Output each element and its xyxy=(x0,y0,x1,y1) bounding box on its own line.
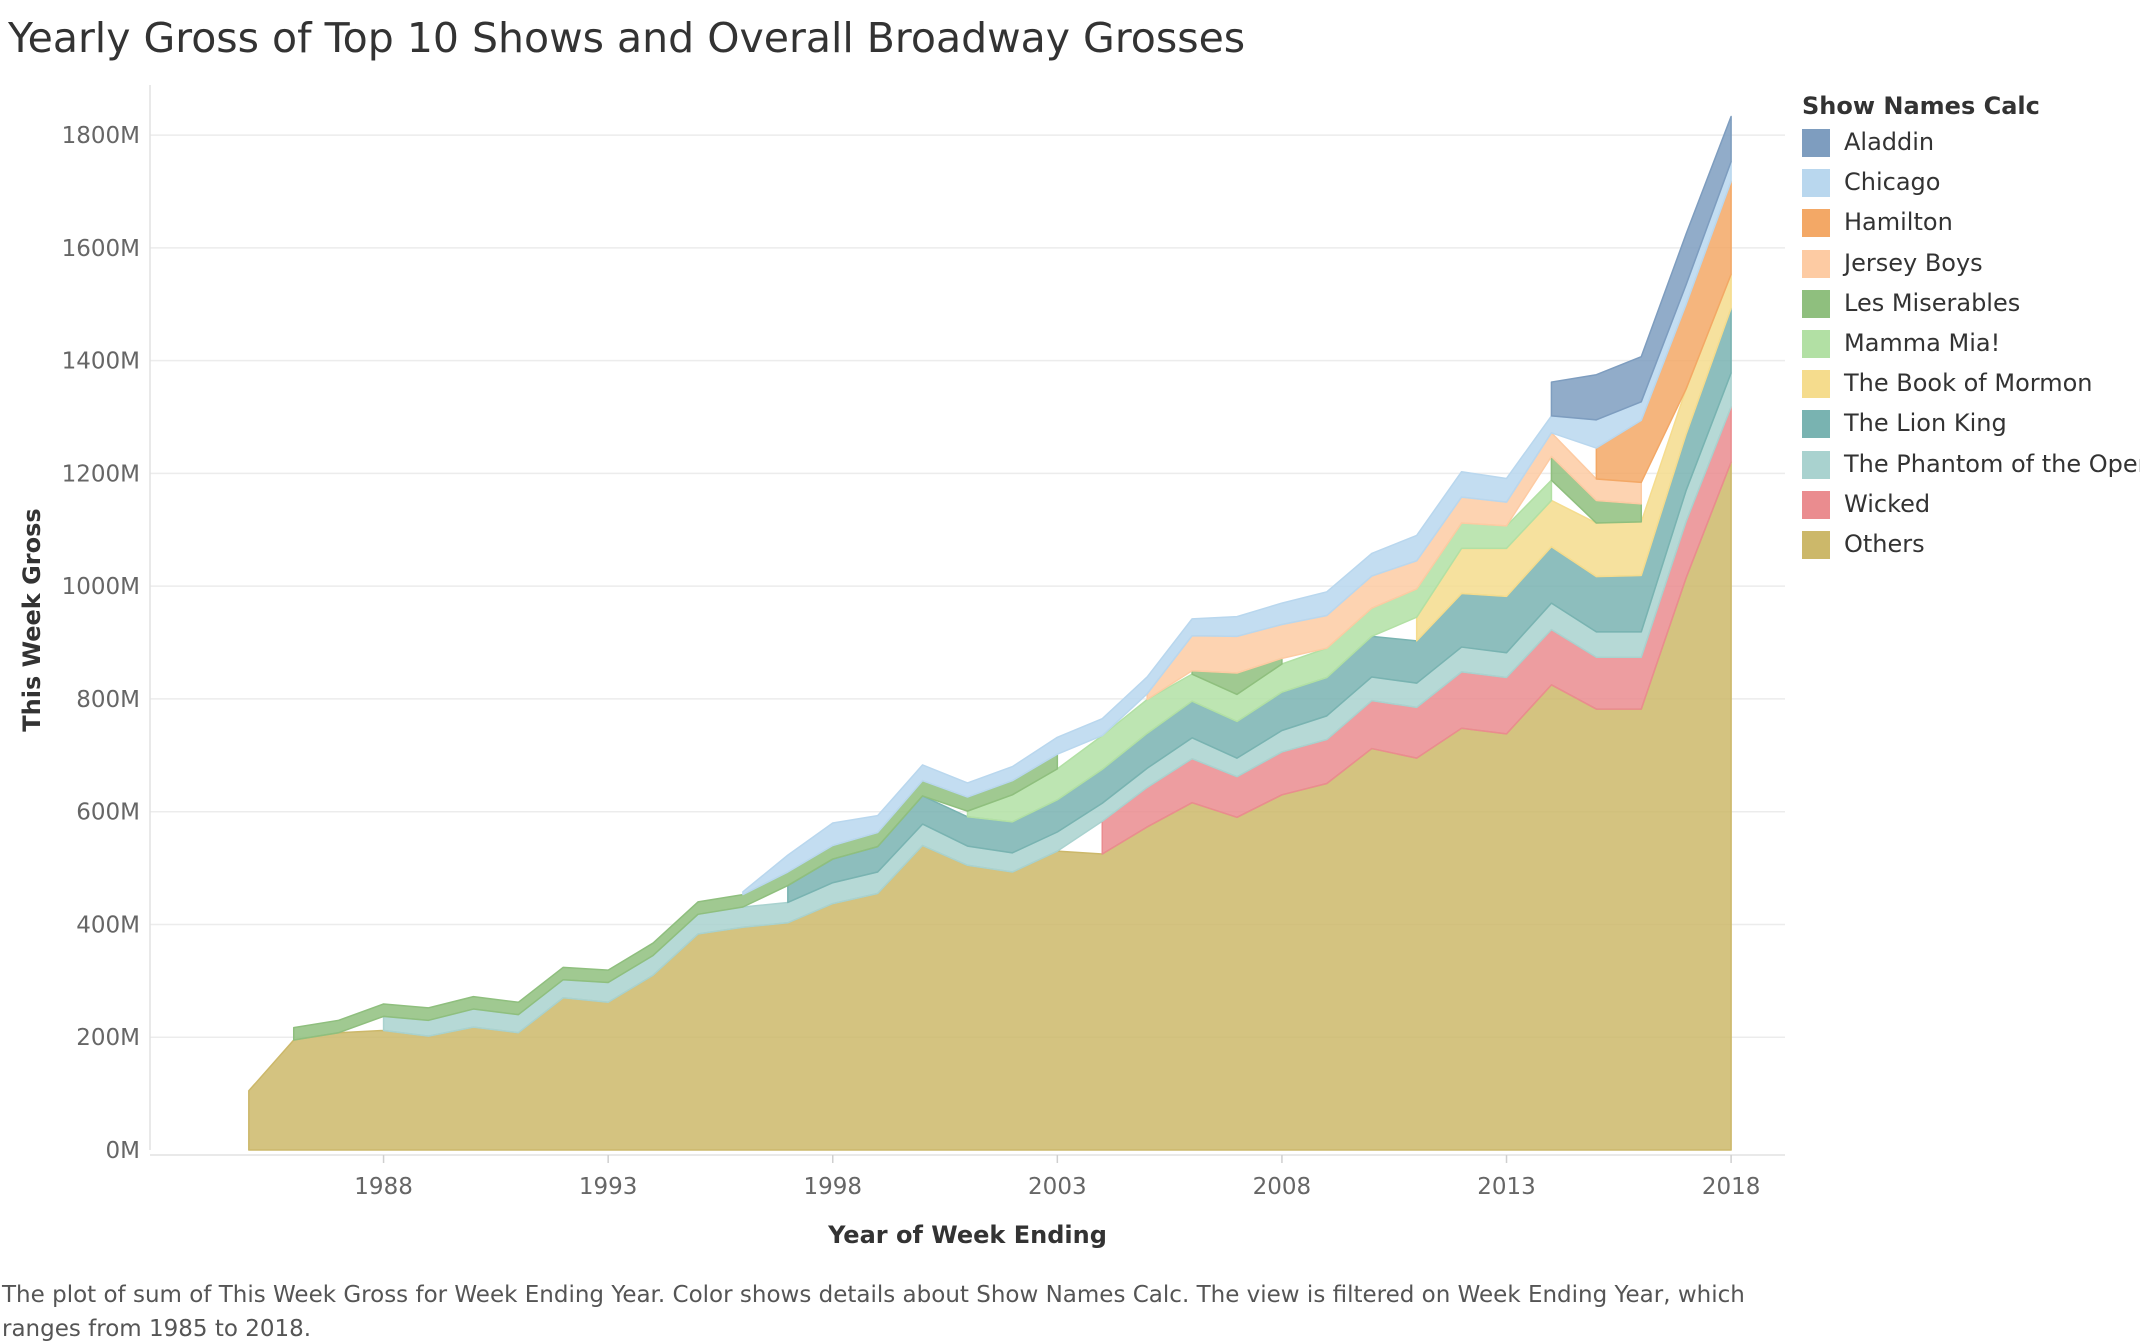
x-tick-label: 2018 xyxy=(1702,1174,1761,1200)
legend-swatch xyxy=(1802,129,1830,157)
legend-swatch xyxy=(1802,530,1830,559)
y-tick-label: 200M xyxy=(76,1025,140,1051)
area-chicago xyxy=(742,160,1732,896)
x-axis-title: Year of Week Ending xyxy=(827,1221,1107,1249)
legend-label: The Phantom of the Opera xyxy=(1844,449,2140,478)
legend-swatch xyxy=(1802,289,1830,318)
legend-label: Mamma Mia! xyxy=(1844,328,2001,357)
legend-item-les-miserables: Les Miserables xyxy=(1802,287,2140,327)
x-tick-labels: 1988 1993 1998 2003 2008 2013 2018 xyxy=(354,1155,1760,1200)
y-tick-label: 1600M xyxy=(62,236,140,262)
legend-item-hamilton: Hamilton xyxy=(1802,206,2140,246)
y-tick-label: 1200M xyxy=(62,461,140,487)
legend-item-wicked: Wicked xyxy=(1802,488,2140,528)
y-tick-label: 600M xyxy=(76,800,140,826)
legend-label: Les Miserables xyxy=(1844,288,2021,317)
legend-label: Others xyxy=(1844,529,1925,558)
legend-item-jersey-boys: Jersey Boys xyxy=(1802,247,2140,287)
stacked-areas xyxy=(248,115,1732,1151)
legend-swatch xyxy=(1802,450,1830,479)
legend-item-the-phantom-of-the-opera: The Phantom of the Opera xyxy=(1802,448,2140,488)
legend-label: The Book of Mormon xyxy=(1844,369,2093,398)
y-tick-label: 1000M xyxy=(62,574,140,600)
legend-label: Chicago xyxy=(1844,168,1941,197)
axes xyxy=(149,85,1785,1156)
y-tick-label: 800M xyxy=(76,687,140,713)
legend-swatch xyxy=(1802,370,1830,399)
y-tick-label: 0M xyxy=(106,1138,140,1164)
legend-item-the-lion-king: The Lion King xyxy=(1802,407,2140,447)
legend-label: The Lion King xyxy=(1844,409,2007,438)
legend-swatch xyxy=(1802,490,1830,519)
legend: Show Names Calc Aladdin Chicago Hamilton Je… xyxy=(1802,92,2140,568)
chart-caption: The plot of sum of This Week Gross for W… xyxy=(2,1282,1745,1342)
y-tick-labels: 0M 200M 400M 600M 800M 1000M 1200M 1400M 1600M 18… xyxy=(62,123,140,1164)
legend-title: Show Names Calc xyxy=(1802,92,2040,120)
legend-item-mamma-mia: Mamma Mia! xyxy=(1802,327,2140,367)
y-axis-title: This Week Gross xyxy=(18,508,46,731)
legend-label: Jersey Boys xyxy=(1844,248,1983,277)
legend-items: Aladdin Chicago Hamilton Jersey Boys Les Mis… xyxy=(1802,126,2140,568)
x-tick-label: 2008 xyxy=(1253,1174,1312,1200)
legend-item-chicago: Chicago xyxy=(1802,166,2140,206)
chart-title: Yearly Gross of Top 10 Shows and Overall… xyxy=(8,14,1246,62)
legend-swatch xyxy=(1802,169,1830,198)
x-tick-label: 1988 xyxy=(354,1174,413,1200)
area-chart: 0M 200M 400M 600M 800M 1000M 1200M 1400M 1600M 18… xyxy=(18,85,1785,1249)
legend-item-others: Others xyxy=(1802,528,2140,568)
x-tick-label: 1998 xyxy=(803,1174,862,1200)
y-tick-label: 400M xyxy=(76,912,140,938)
y-tick-label: 1400M xyxy=(62,349,140,375)
legend-label: Hamilton xyxy=(1844,208,1953,237)
legend-item-aladdin: Aladdin xyxy=(1802,126,2140,166)
legend-swatch xyxy=(1802,329,1830,358)
legend-label: Aladdin xyxy=(1844,128,1935,156)
area-les-miserables xyxy=(292,753,1059,1041)
legend-swatch xyxy=(1802,410,1830,439)
legend-label: Wicked xyxy=(1844,489,1931,518)
y-tick-label: 1800M xyxy=(62,123,140,149)
area-aladdin xyxy=(1550,115,1732,421)
legend-item-the-book-of-mormon: The Book of Mormon xyxy=(1802,367,2140,407)
x-tick-label: 2013 xyxy=(1477,1174,1536,1200)
x-tick-label: 2003 xyxy=(1028,1174,1087,1200)
area-mamma-mia xyxy=(966,479,1553,823)
legend-swatch xyxy=(1802,209,1830,238)
x-tick-label: 1993 xyxy=(579,1174,638,1200)
legend-swatch xyxy=(1802,249,1830,278)
